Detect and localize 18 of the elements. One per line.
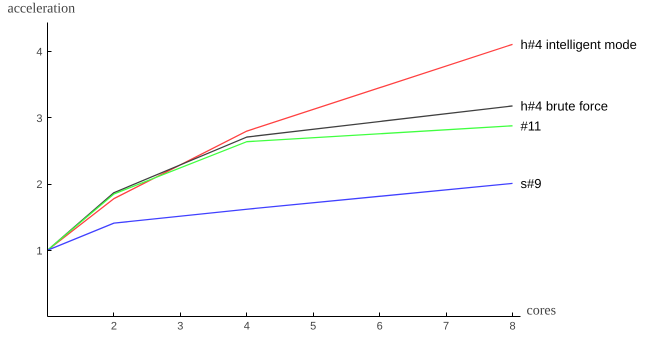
y-tick-label: 2: [36, 179, 43, 192]
x-tick-label: 6: [376, 320, 383, 332]
y-tick-label: 3: [36, 112, 43, 125]
x-tick-label: 8: [509, 320, 516, 332]
x-tick-label: 5: [310, 320, 316, 332]
series-label: s#9: [520, 176, 542, 191]
series-label: h#4 intelligent mode: [520, 36, 637, 52]
x-axis-title: cores: [526, 304, 556, 318]
y-axis-title: acceleration: [8, 2, 76, 16]
x-tick-label: 2: [110, 320, 117, 332]
y-tick-label: 4: [36, 46, 43, 59]
y-tick-label: 1: [36, 245, 43, 258]
series-label: #11: [520, 118, 542, 134]
x-tick-label: 4: [244, 320, 250, 332]
line-series: [46, 182, 514, 251]
series-label: h#4 brute force: [520, 98, 608, 114]
x-tick-label: 7: [443, 320, 450, 332]
x-tick-label: 3: [177, 320, 184, 332]
